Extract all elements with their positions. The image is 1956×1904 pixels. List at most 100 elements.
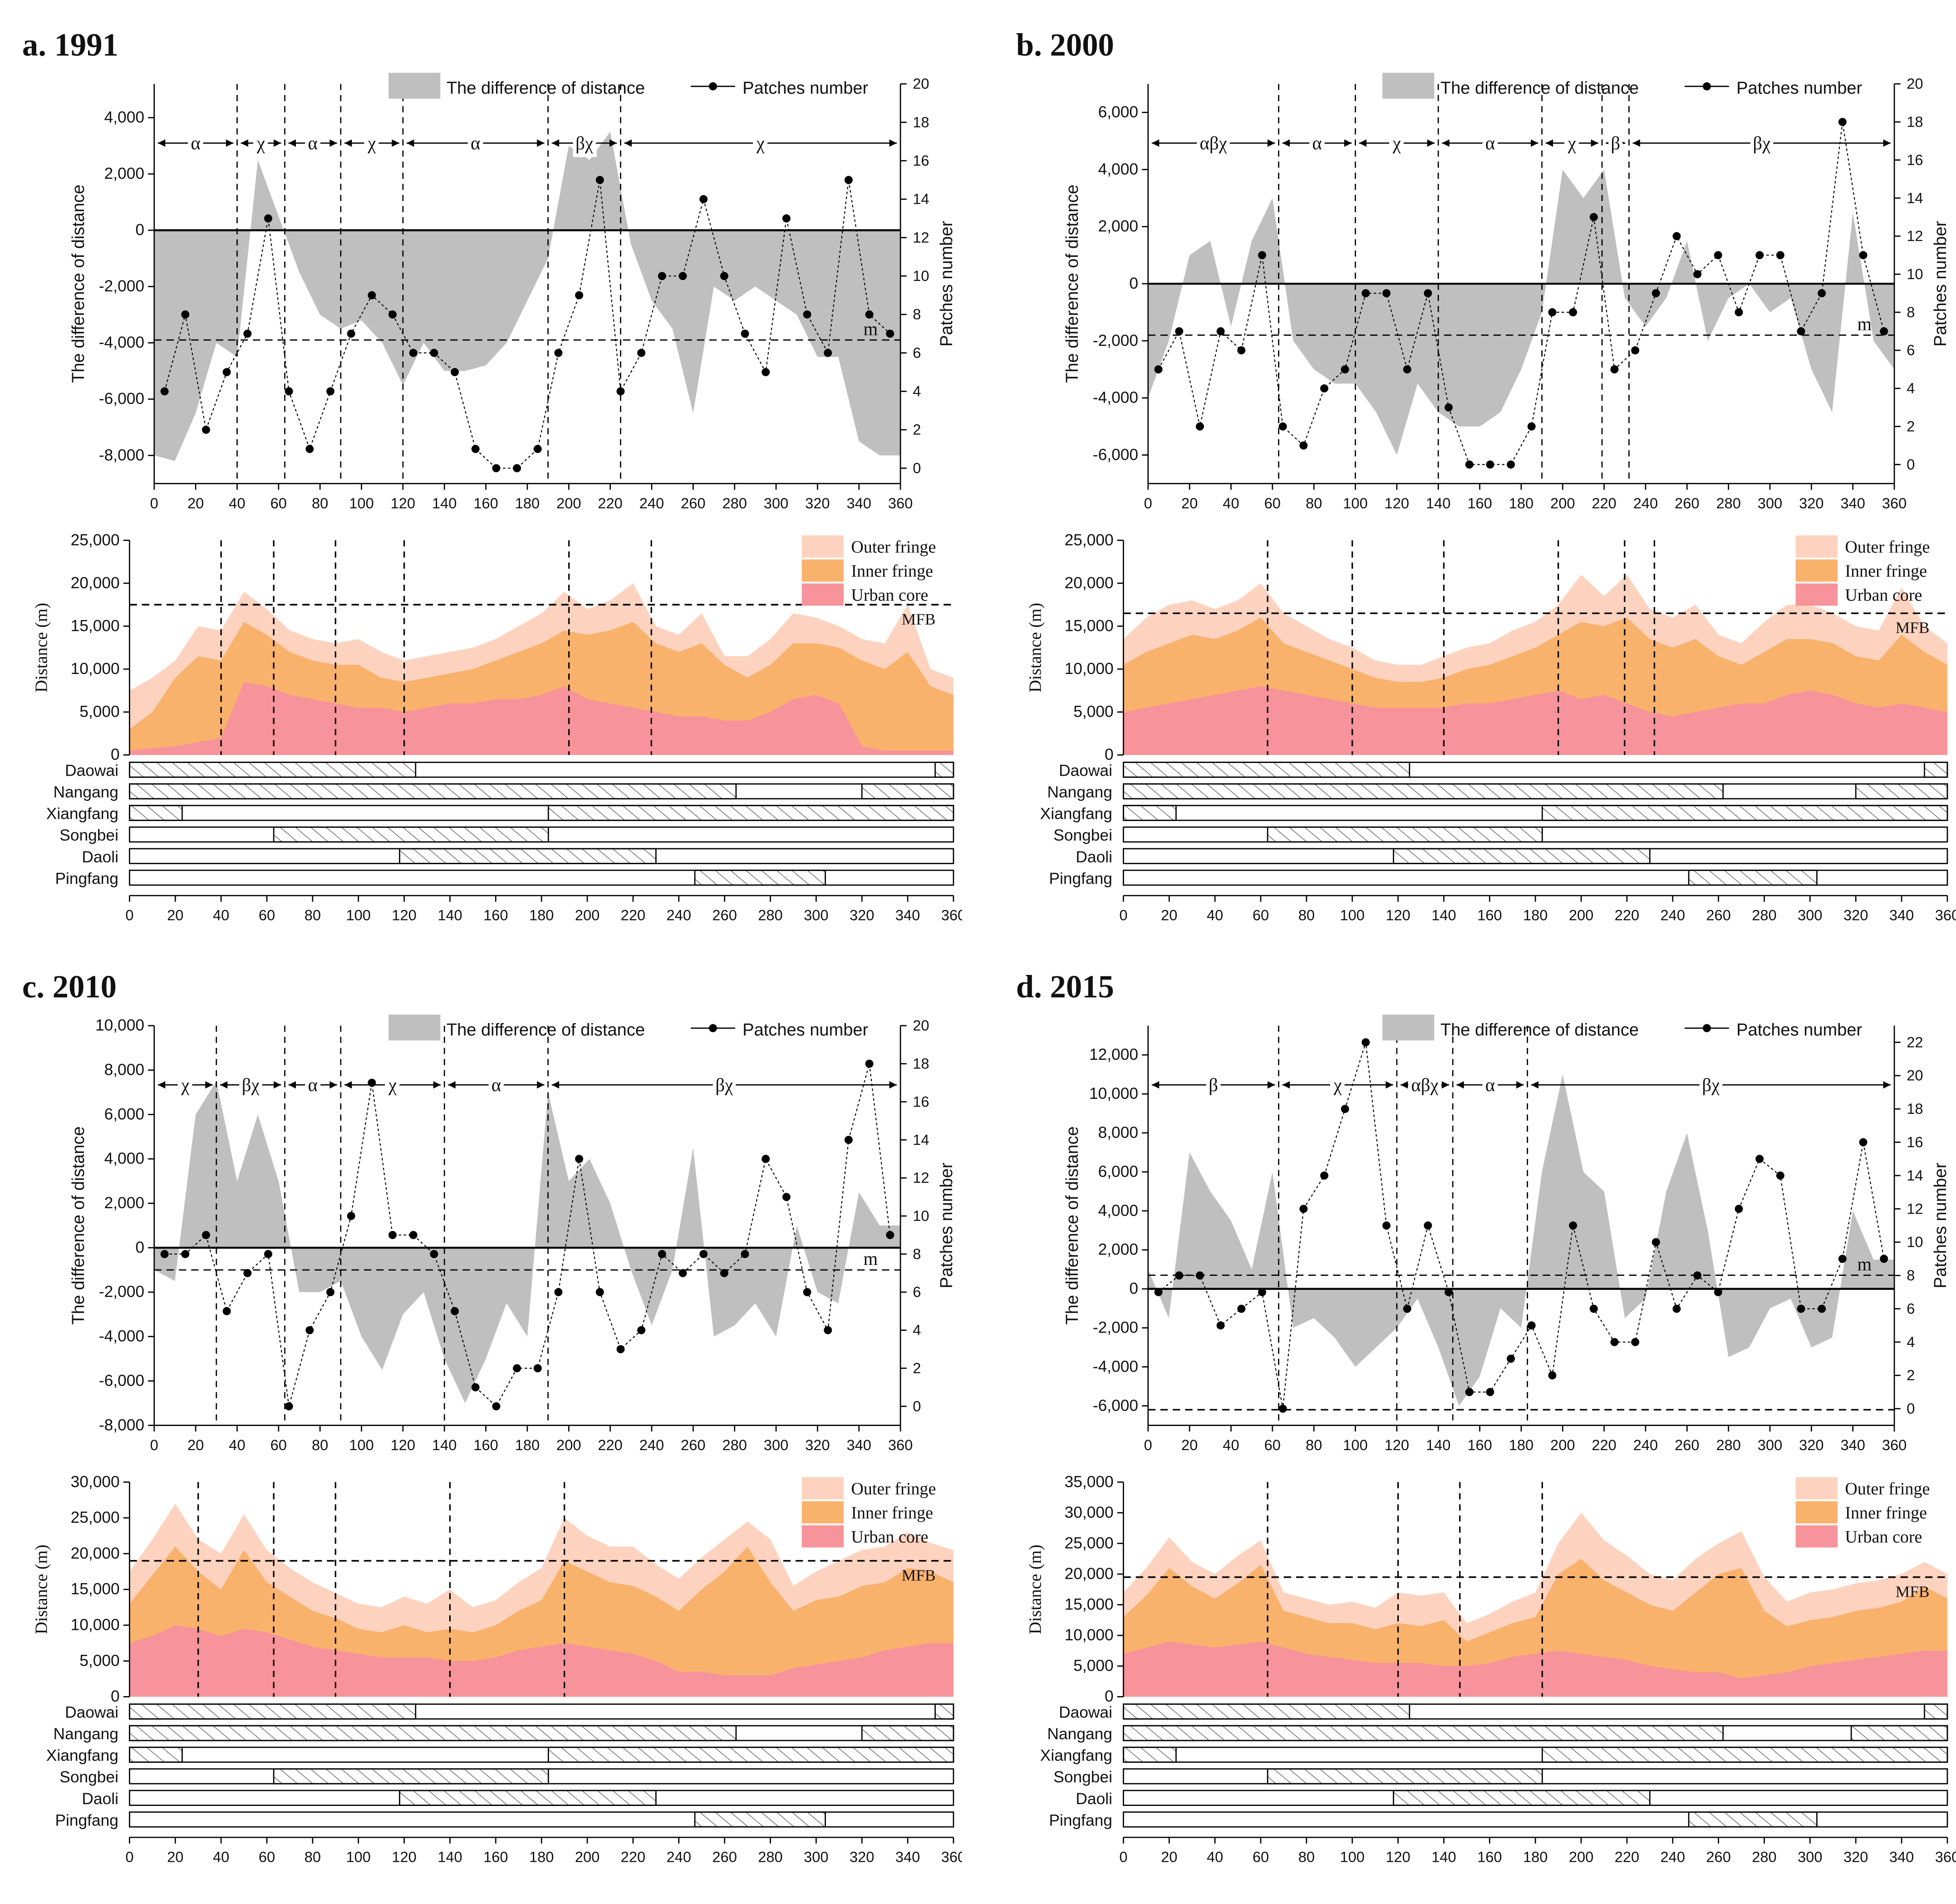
x-tick-label: 60 xyxy=(259,907,275,924)
patches-point xyxy=(1880,1255,1888,1263)
left-axis-title: The difference of distance xyxy=(1063,1127,1082,1325)
x-tick-label: 260 xyxy=(1675,495,1699,512)
right-tick-label: 18 xyxy=(1907,113,1923,130)
patches-point xyxy=(1569,308,1578,316)
x-tick-label: 260 xyxy=(1706,907,1730,924)
x-tick-label: 340 xyxy=(847,1437,871,1453)
x-tick-label: 80 xyxy=(305,907,321,924)
patches-point xyxy=(1486,1388,1494,1396)
x-tick-label: 120 xyxy=(1386,907,1410,924)
left-tick-label: 2,000 xyxy=(104,165,144,182)
y-tick-label: 20,000 xyxy=(1065,1565,1114,1583)
x-tick-label: 220 xyxy=(1615,907,1639,924)
district-bars: Daowai Nangang Xiangfang Songbei Daoli Pingfa… xyxy=(46,762,962,924)
district-bars: Daowai Nangang Xiangfang Songbei Daoli Pingfa… xyxy=(46,1703,962,1865)
patches-line xyxy=(164,180,890,469)
x-tick-label: 160 xyxy=(483,1849,508,1865)
x-tick-label: 100 xyxy=(1340,907,1365,924)
phase-arrowheads xyxy=(1456,1081,1524,1089)
x-tick-label: 200 xyxy=(1550,495,1575,512)
x-tick-label: 260 xyxy=(712,907,737,924)
legend-points-marker xyxy=(708,1024,717,1033)
right-tick-label: 6 xyxy=(1907,1300,1915,1317)
district-hatched-segment xyxy=(1688,870,1818,886)
panel-title: b. 2000 xyxy=(1016,27,1114,63)
patches-point xyxy=(451,368,459,376)
patches-point xyxy=(1382,1221,1391,1230)
district-hatched-segment xyxy=(129,762,417,778)
x-tick-label: 60 xyxy=(1264,1437,1281,1453)
top-chart: m αβχ α χ α χ β βχ -6,000 -4,000 -2,000 0 2,000 4,000… xyxy=(1063,73,1950,512)
phase-label: βχ xyxy=(575,133,593,153)
district-bar xyxy=(129,1811,954,1828)
patches-point xyxy=(1403,365,1411,374)
y-axis-title: Distance (m) xyxy=(1026,603,1045,693)
x-tick-label: 340 xyxy=(847,495,871,512)
x-tick-label: 180 xyxy=(529,907,554,924)
patches-point xyxy=(285,1402,293,1411)
x-tick-label: 100 xyxy=(1340,1849,1365,1865)
patches-point xyxy=(782,1193,791,1201)
legend-outer-fringe-label: Outer fringe xyxy=(851,538,936,557)
x-tick-label: 100 xyxy=(346,907,371,924)
patches-point xyxy=(264,1250,272,1258)
right-tick-label: 4 xyxy=(1907,380,1915,397)
patches-point xyxy=(1776,1171,1784,1180)
district-hatched-segment xyxy=(1541,1747,1948,1763)
right-tick-label: 0 xyxy=(913,1397,921,1414)
x-tick-label: 340 xyxy=(1889,1849,1914,1865)
patches-point xyxy=(1216,327,1225,335)
patches-point xyxy=(326,387,334,396)
difference-area xyxy=(1148,169,1895,455)
legend-inner-fringe-label: Inner fringe xyxy=(851,1504,933,1523)
patches-point xyxy=(1299,1205,1308,1213)
phase-label: χ xyxy=(1333,1075,1342,1095)
patches-point xyxy=(1341,365,1349,374)
district-label: Daoli xyxy=(1076,848,1112,866)
patches-point xyxy=(347,330,355,338)
right-tick-label: 4 xyxy=(913,1322,921,1338)
patches-point xyxy=(741,1250,749,1258)
right-tick-label: 2 xyxy=(1907,1367,1915,1383)
legend-urban-core-swatch xyxy=(801,1525,844,1548)
patches-point xyxy=(1548,308,1557,316)
x-tick-label: 340 xyxy=(1841,495,1865,512)
legend-area-label: The difference of distance xyxy=(447,79,645,98)
district-hatched-segment xyxy=(1123,1725,1724,1742)
y-tick-label: 15,000 xyxy=(1065,617,1114,635)
patches-point xyxy=(658,272,666,280)
x-tick-label: 60 xyxy=(259,1849,275,1865)
district-hatched-segment xyxy=(129,1703,417,1720)
x-tick-label: 200 xyxy=(1569,907,1593,924)
panel-title: d. 2015 xyxy=(1016,969,1114,1004)
y-tick-label: 25,000 xyxy=(71,1509,120,1526)
patches-point xyxy=(243,1269,252,1277)
patches-point xyxy=(824,1326,832,1334)
x-tick-label: 360 xyxy=(941,1849,962,1865)
right-tick-label: 0 xyxy=(913,459,921,476)
district-hatched-segment xyxy=(1123,805,1177,821)
patches-point xyxy=(658,1250,666,1258)
right-tick-label: 14 xyxy=(913,1131,929,1148)
patches-point xyxy=(1278,422,1287,431)
patches-point xyxy=(865,1059,874,1068)
patches-point xyxy=(844,1136,853,1144)
x-tick-label: 80 xyxy=(312,1437,328,1453)
x-tick-label: 180 xyxy=(515,495,540,512)
patches-point xyxy=(471,1383,480,1392)
x-tick-label: 200 xyxy=(1550,1437,1575,1453)
patches-point xyxy=(243,330,252,338)
left-tick-label: 6,000 xyxy=(1098,1163,1138,1181)
district-hatched-segment xyxy=(1123,783,1724,800)
right-tick-label: 16 xyxy=(913,1093,929,1110)
legend-urban-core-swatch xyxy=(1795,583,1838,606)
top-chart: mβ χ αβχ α βχ-6,000-4,000-2,00002,0004,0006,… xyxy=(1063,1014,1950,1453)
panel-title: c. 2010 xyxy=(22,969,117,1004)
patches-point xyxy=(1693,270,1702,279)
right-tick-label: 16 xyxy=(1907,151,1923,168)
patches-point xyxy=(1569,1221,1578,1230)
patches-point xyxy=(1610,365,1619,374)
x-tick-label: 180 xyxy=(515,1437,540,1453)
top-chart: m χ βχ α χ α βχ -8,000 -6,000 -4,000 -2,000 0 2,000 4… xyxy=(69,1014,956,1453)
patches-point xyxy=(264,214,272,223)
